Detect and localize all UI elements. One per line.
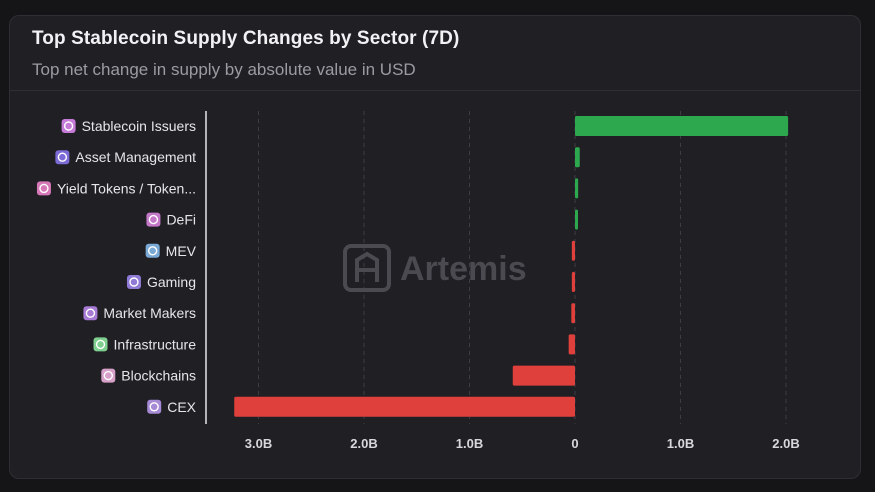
- category-label: MEV: [166, 243, 197, 259]
- cex-icon: [147, 399, 162, 414]
- bar-market-makers[interactable]: [571, 303, 575, 324]
- blockchains-icon: [101, 368, 116, 383]
- category-label: Market Makers: [103, 305, 196, 321]
- bar-asset-management[interactable]: [575, 147, 580, 168]
- category-label: Yield Tokens / Token...: [57, 180, 196, 196]
- yield-tokens-icon: [36, 181, 51, 196]
- mev-icon: [145, 243, 160, 258]
- watermark-text: Artemis: [400, 250, 527, 288]
- bar-yield-tokens-token[interactable]: [575, 178, 579, 199]
- x-tick-label: 1.0B: [667, 436, 694, 451]
- bar-cex[interactable]: [234, 396, 576, 417]
- bar-gaming[interactable]: [571, 272, 575, 292]
- x-tick-label: 0: [571, 436, 578, 451]
- category-label: Gaming: [147, 274, 196, 290]
- category-label: CEX: [167, 399, 196, 415]
- artemis-logo-icon: [343, 244, 391, 292]
- bar-blockchains[interactable]: [512, 365, 575, 386]
- artemis-watermark: Artemis: [343, 244, 527, 292]
- infrastructure-icon: [93, 337, 108, 352]
- gaming-icon: [126, 275, 141, 289]
- x-tick-label: 3.0B: [245, 436, 272, 451]
- category-label: DeFi: [166, 212, 196, 228]
- stablecoin-issuers-icon: [61, 119, 76, 133]
- chart-title: Top Stablecoin Supply Changes by Sector …: [32, 28, 460, 49]
- market-makers-icon: [83, 306, 98, 321]
- x-tick-label: 1.0B: [456, 436, 483, 451]
- bar-mev[interactable]: [571, 240, 575, 261]
- category-label: Stablecoin Issuers: [82, 118, 196, 134]
- asset-management-icon: [55, 150, 70, 165]
- category-label: Blockchains: [121, 368, 196, 384]
- bar-stablecoin-issuers[interactable]: [575, 116, 789, 136]
- category-label: Asset Management: [75, 149, 196, 165]
- category-label: Infrastructure: [114, 336, 197, 352]
- x-tick-label: 2.0B: [350, 436, 377, 451]
- x-tick-label: 2.0B: [772, 436, 799, 451]
- bar-infrastructure[interactable]: [568, 334, 575, 355]
- bar-chart: Artemis Stablecoin Issuers Asset Manageme…: [36, 111, 800, 451]
- defi-icon: [146, 212, 161, 227]
- chart-card: Top Stablecoin Supply Changes by Sector …: [9, 15, 861, 479]
- chart-subtitle: Top net change in supply by absolute val…: [32, 60, 416, 79]
- bar-defi[interactable]: [575, 209, 578, 230]
- header-divider: [10, 90, 860, 91]
